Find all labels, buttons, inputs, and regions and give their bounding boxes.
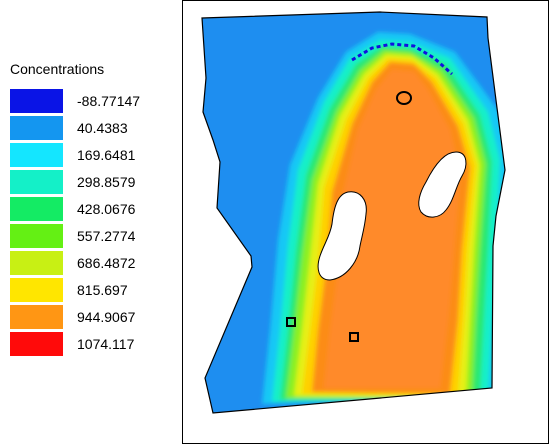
legend-item: 944.9067 xyxy=(10,305,180,332)
legend-label: -88.77147 xyxy=(77,93,141,109)
legend-item: 686.4872 xyxy=(10,251,180,278)
legend-item: 169.6481 xyxy=(10,143,180,170)
island-left xyxy=(317,191,367,281)
plume-edge xyxy=(351,42,453,76)
legend-label: 169.6481 xyxy=(77,147,136,163)
legend-swatch xyxy=(10,332,63,356)
legend-item: 298.8579 xyxy=(10,170,180,197)
legend-label: 944.9067 xyxy=(77,309,136,325)
legend-label: 40.4383 xyxy=(77,120,128,136)
well-marker[interactable] xyxy=(286,317,296,327)
legend-swatch xyxy=(10,116,63,140)
legend-item: 815.697 xyxy=(10,278,180,305)
legend-label: 298.8579 xyxy=(77,174,136,190)
legend-item: 40.4383 xyxy=(10,116,180,143)
source-marker[interactable] xyxy=(396,91,412,105)
legend-swatch xyxy=(10,197,63,221)
legend-label: 428.0676 xyxy=(77,201,136,217)
legend-label: 686.4872 xyxy=(77,255,136,271)
well-marker[interactable] xyxy=(349,332,359,342)
legend-label: 557.2774 xyxy=(77,228,136,244)
legend-item: -88.77147 xyxy=(10,89,180,116)
legend-title: Concentrations xyxy=(10,61,105,77)
concentration-plume xyxy=(262,32,505,404)
legend-swatch xyxy=(10,170,63,194)
legend-swatch xyxy=(10,224,63,248)
legend-swatch xyxy=(10,251,63,275)
island-right xyxy=(418,151,467,218)
legend-item: 428.0676 xyxy=(10,197,180,224)
legend-swatch xyxy=(10,278,63,302)
legend-swatch xyxy=(10,305,63,329)
legend-swatch xyxy=(10,143,63,167)
legend-label: 1074.117 xyxy=(77,336,135,352)
domain-outline xyxy=(201,11,506,414)
color-legend: Concentrations -88.77147 40.4383 169.648… xyxy=(0,0,180,447)
legend-item: 1074.117 xyxy=(10,332,180,359)
legend-label: 815.697 xyxy=(77,282,128,298)
legend-item: 557.2774 xyxy=(10,224,180,251)
legend-swatch xyxy=(10,89,63,113)
